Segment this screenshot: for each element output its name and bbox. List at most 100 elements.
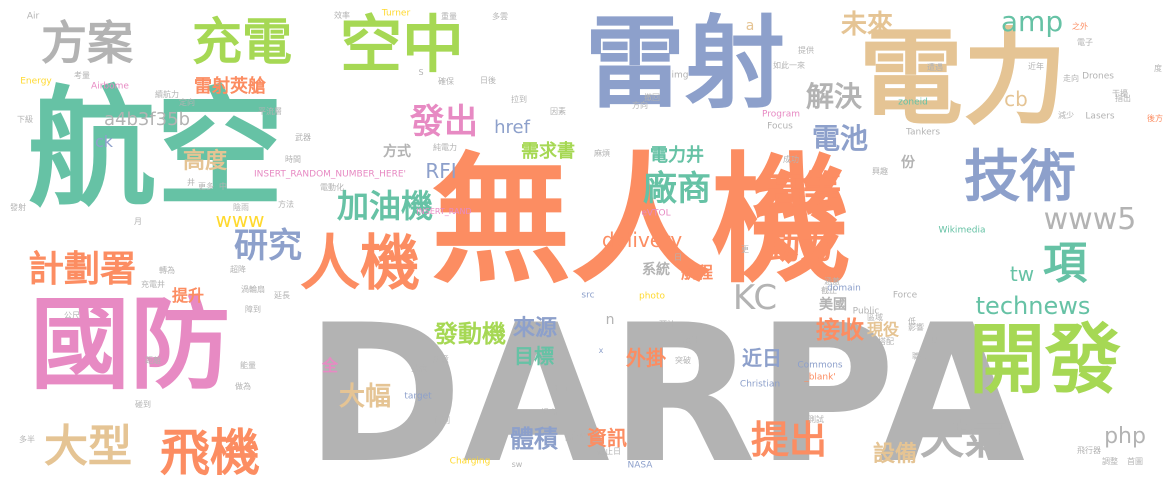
word: 方式	[383, 144, 411, 160]
word: 平流層	[258, 107, 282, 116]
word: 份	[901, 155, 915, 171]
word: ck	[94, 132, 114, 151]
word: 度	[1154, 64, 1162, 73]
word: 碰到	[135, 400, 151, 409]
word: 創意	[433, 355, 449, 364]
word: 多雲	[492, 12, 508, 21]
word: href	[494, 117, 530, 138]
word: 超降	[230, 265, 246, 274]
word: 更多	[198, 182, 214, 191]
word: 做為	[235, 382, 251, 391]
word: INSERT_RANDOM_NUMBER_HERE'	[253, 169, 407, 180]
word: Air	[26, 11, 40, 22]
word: eVTOL	[641, 208, 671, 219]
word: amp	[1000, 5, 1064, 38]
word: 飛行器	[1077, 446, 1101, 455]
word: 指出	[1115, 94, 1131, 103]
word: 興趣	[872, 167, 888, 176]
word: 公尺	[64, 311, 80, 320]
word: 之外	[1072, 22, 1088, 31]
word: 提升	[171, 286, 205, 305]
word: 設計	[683, 336, 699, 345]
word: 續航力	[155, 90, 179, 99]
word: 測試	[808, 415, 824, 424]
word: S	[418, 68, 424, 77]
word: 動力	[766, 227, 834, 267]
word: 發射	[10, 203, 26, 212]
word: 無人機	[430, 140, 852, 303]
word: sw	[511, 460, 523, 469]
word: domain	[827, 283, 861, 294]
word: Program	[762, 109, 800, 120]
word: Drones	[1082, 71, 1114, 82]
word: 成功	[783, 155, 799, 164]
word: 定向	[179, 98, 195, 107]
word: 加油機	[336, 187, 434, 225]
word: 近日	[742, 346, 782, 370]
word: 空中	[339, 8, 465, 81]
word: 預計	[659, 320, 675, 329]
word: 資訊	[587, 426, 627, 450]
word: 研究	[234, 226, 302, 266]
word: 減少	[1058, 111, 1074, 120]
word: 航空	[27, 75, 285, 224]
word: 系統	[642, 262, 670, 278]
word: Wikimedia	[938, 225, 986, 236]
word: 持續	[411, 364, 427, 373]
word: Turner	[381, 8, 411, 19]
word: 渦輪扇	[241, 285, 265, 294]
word: 飛機	[160, 424, 260, 482]
word: 需求書	[521, 141, 575, 162]
word: 計畫	[952, 423, 968, 432]
word: 月	[134, 217, 142, 226]
word: 天氣	[920, 413, 1008, 464]
word: 倍測	[434, 416, 450, 425]
word: 影響	[908, 323, 924, 332]
word: 效率	[334, 11, 350, 20]
word: tw	[1009, 262, 1035, 286]
word: _blank'	[804, 372, 836, 383]
word: technews	[975, 292, 1091, 320]
word: 全	[321, 356, 339, 375]
word: Lasers	[1085, 111, 1115, 122]
word: www5	[1043, 202, 1137, 237]
word: 障到	[245, 305, 261, 314]
word: 大型	[44, 421, 132, 472]
word: Focus	[767, 121, 793, 132]
word: U	[931, 336, 937, 345]
word: 確保	[438, 77, 454, 86]
word: 接收	[816, 316, 864, 344]
word: 多半	[19, 435, 35, 444]
word: 方案	[41, 16, 133, 70]
word: 距離	[145, 356, 161, 365]
word: 突破	[675, 356, 691, 365]
word: 重量	[441, 12, 457, 21]
word: x	[598, 346, 604, 355]
word: Public	[852, 306, 880, 317]
word: 人機	[300, 229, 420, 299]
word: 航程	[680, 263, 714, 282]
word: 如此一來	[773, 61, 805, 70]
word: 更	[741, 245, 749, 254]
word: img	[671, 70, 689, 81]
word: 陰雨	[233, 203, 249, 212]
word: 充電	[192, 13, 292, 71]
word: 日後	[480, 76, 496, 85]
word: 方法	[278, 200, 294, 209]
word: n	[605, 312, 615, 328]
word: 千瓦	[553, 384, 569, 393]
word: 考量	[74, 71, 90, 80]
word: www	[215, 208, 265, 232]
word: 外掛	[626, 346, 666, 370]
word: delivery	[601, 228, 683, 252]
word: Tankers	[905, 127, 941, 138]
word: INSERT_RAND	[416, 207, 472, 216]
word: 調整	[1102, 457, 1118, 466]
word: 電池	[811, 122, 869, 155]
word: 提出	[750, 418, 828, 462]
word: 電動化	[320, 183, 344, 192]
word: 截止	[821, 286, 837, 295]
word: 涵蓋	[824, 277, 840, 286]
word: cb	[1004, 87, 1028, 111]
